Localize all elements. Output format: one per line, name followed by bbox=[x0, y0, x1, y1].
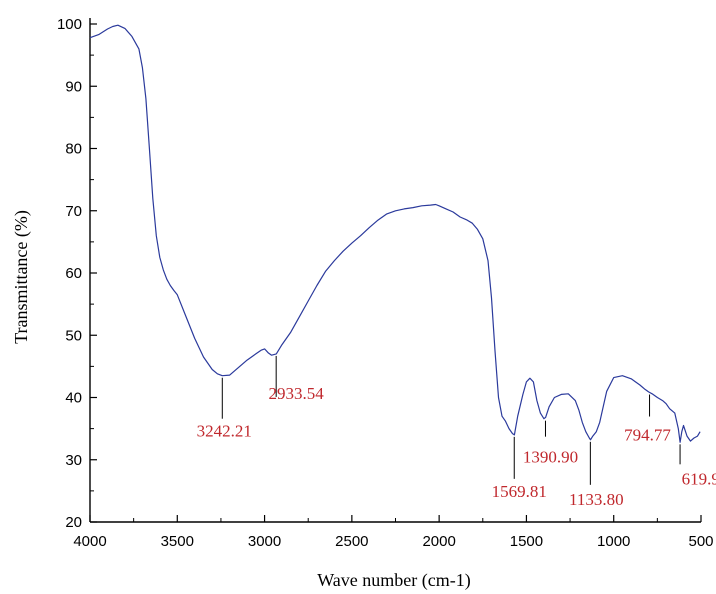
y-tick-label: 90 bbox=[65, 78, 82, 95]
y-tick-label: 20 bbox=[65, 514, 82, 531]
peak-label: 619.95 bbox=[682, 469, 716, 488]
y-tick-label: 60 bbox=[65, 265, 82, 282]
x-axis-ticks: 4000 3500 3000 2500 2000 1500 1000 500 bbox=[73, 515, 714, 550]
x-tick-label: 1500 bbox=[510, 533, 543, 550]
peak-label: 794.77 bbox=[624, 426, 671, 445]
x-tick-label: 2500 bbox=[335, 533, 368, 550]
y-tick-label: 50 bbox=[65, 327, 82, 344]
x-tick-label: 3000 bbox=[248, 533, 281, 550]
y-tick-label: 80 bbox=[65, 141, 82, 158]
x-tick-label: 4000 bbox=[73, 533, 106, 550]
series-group bbox=[89, 24, 701, 443]
axes-group bbox=[89, 18, 701, 523]
y-axis-ticks: 20 30 40 50 60 70 80 90 100 bbox=[57, 16, 97, 531]
x-tick-label: 500 bbox=[688, 533, 713, 550]
y-axis-title: Transmittance (%) bbox=[11, 210, 32, 344]
peak-label: 2933.54 bbox=[269, 384, 325, 403]
y-tick-label: 30 bbox=[65, 452, 82, 469]
x-tick-label: 2000 bbox=[422, 533, 455, 550]
x-tick-label: 3500 bbox=[161, 533, 194, 550]
x-axis-title: Wave number (cm-1) bbox=[317, 570, 470, 591]
y-tick-label: 70 bbox=[65, 203, 82, 220]
peak-label: 3242.21 bbox=[197, 422, 252, 441]
peak-label: 1569.81 bbox=[492, 482, 547, 501]
peak-label: 1390.90 bbox=[523, 448, 578, 467]
y-tick-label: 100 bbox=[57, 16, 82, 33]
peak-annotations: 3242.21 2933.54 1569.81 1390.90 1133.80 794.7… bbox=[197, 355, 716, 509]
y-tick-label: 40 bbox=[65, 390, 82, 407]
transmittance-line bbox=[89, 24, 701, 443]
peak-label: 1133.80 bbox=[569, 490, 624, 509]
x-tick-label: 1000 bbox=[597, 533, 630, 550]
